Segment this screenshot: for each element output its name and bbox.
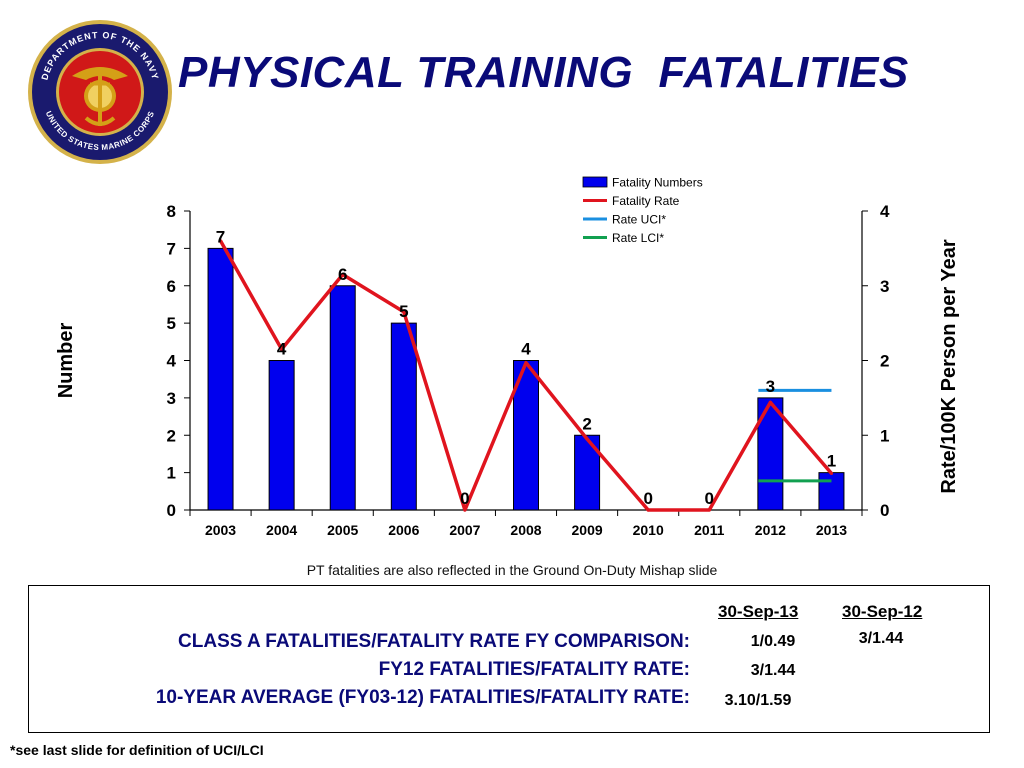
data-label: 5 — [399, 302, 408, 321]
x-tick-label: 2009 — [572, 522, 603, 538]
comparison-panel — [28, 585, 990, 733]
data-label: 0 — [643, 489, 652, 508]
right-tick-label: 4 — [880, 202, 890, 221]
left-tick-label: 0 — [167, 501, 176, 520]
right-tick-label: 2 — [880, 352, 889, 371]
left-tick-label: 1 — [167, 464, 176, 483]
data-label: 4 — [521, 340, 531, 359]
rate-point — [341, 272, 345, 277]
left-tick-label: 5 — [167, 314, 176, 333]
page-title: PHYSICAL TRAINING FATALITIES — [178, 48, 909, 97]
x-tick-label: 2008 — [510, 522, 541, 538]
legend-label: Rate LCI* — [612, 231, 664, 245]
x-tick-label: 2012 — [755, 522, 786, 538]
legend-label: Fatality Numbers — [612, 176, 703, 190]
rate-point — [524, 361, 528, 365]
right-tick-label: 0 — [880, 501, 889, 520]
left-tick-label: 4 — [167, 352, 177, 371]
col-header-sep13: 30-Sep-13 — [718, 602, 799, 621]
rate-point — [280, 347, 284, 351]
rate-point — [768, 400, 772, 404]
navy-marine-corps-seal: DEPARTMENT OF THE NAVY UNITED STATES MAR… — [28, 20, 172, 164]
data-label: 2 — [582, 414, 591, 433]
data-label: 0 — [705, 489, 714, 508]
chart-note: PT fatalities are also reflected in the … — [306, 562, 718, 578]
rate-point — [402, 310, 406, 314]
rate-point — [463, 508, 467, 512]
footnote: *see last slide for definition of UCI/LC… — [10, 742, 264, 758]
right-tick-label: 3 — [880, 277, 889, 296]
legend-label: Fatality Rate — [612, 194, 680, 208]
bar — [207, 247, 234, 511]
rate-point — [707, 508, 711, 512]
x-tick-label: 2004 — [266, 522, 297, 538]
left-tick-label: 8 — [167, 202, 176, 221]
left-tick-label: 6 — [167, 277, 176, 296]
y-axis-title: Number — [55, 323, 77, 399]
left-tick-label: 3 — [167, 389, 176, 408]
right-tick-label: 1 — [880, 426, 889, 445]
eagle-globe-anchor-emblem — [72, 67, 128, 126]
bar — [574, 434, 601, 511]
x-tick-label: 2003 — [205, 522, 236, 538]
data-label: 4 — [277, 340, 287, 359]
row-label-fy12: FY12 FATALITIES/FATALITY RATE: — [378, 659, 690, 680]
x-tick-label: 2010 — [633, 522, 664, 538]
x-tick-label: 2005 — [327, 522, 358, 538]
legend-swatch — [582, 176, 608, 188]
value-class-a-sep13: 1/0.49 — [750, 633, 796, 650]
value-10yr-average: 3.10/1.59 — [724, 692, 792, 709]
data-label: 1 — [827, 452, 836, 471]
legend-label: Rate UCI* — [612, 213, 666, 227]
row-label-10yr-average: 10-YEAR AVERAGE (FY03-12) FATALITIES/FAT… — [155, 687, 690, 708]
x-tick-label: 2011 — [694, 522, 725, 538]
left-tick-label: 2 — [167, 426, 176, 445]
data-label: 7 — [216, 227, 225, 246]
bar — [268, 360, 295, 511]
row-label-class-a: CLASS A FATALITIES/FATALITY RATE FY COMP… — [178, 631, 690, 652]
y2-axis-title: Rate/100K Person per Year — [938, 239, 960, 493]
left-tick-label: 7 — [167, 239, 176, 258]
bar — [818, 472, 845, 511]
bar — [329, 285, 356, 511]
x-tick-label: 2013 — [816, 522, 847, 538]
rate-point — [646, 508, 650, 512]
rate-point — [218, 239, 223, 243]
value-fy12: 3/1.44 — [750, 662, 796, 679]
data-label: 3 — [766, 377, 775, 396]
value-class-a-sep12: 3/1.44 — [858, 630, 904, 647]
x-tick-label: 2006 — [388, 522, 419, 538]
bar — [390, 322, 417, 511]
data-label: 0 — [460, 489, 469, 508]
rate-point — [585, 437, 589, 441]
x-tick-label: 2007 — [449, 522, 480, 538]
rate-point — [829, 471, 834, 475]
data-label: 6 — [338, 265, 347, 284]
col-header-sep12: 30-Sep-12 — [842, 602, 923, 621]
